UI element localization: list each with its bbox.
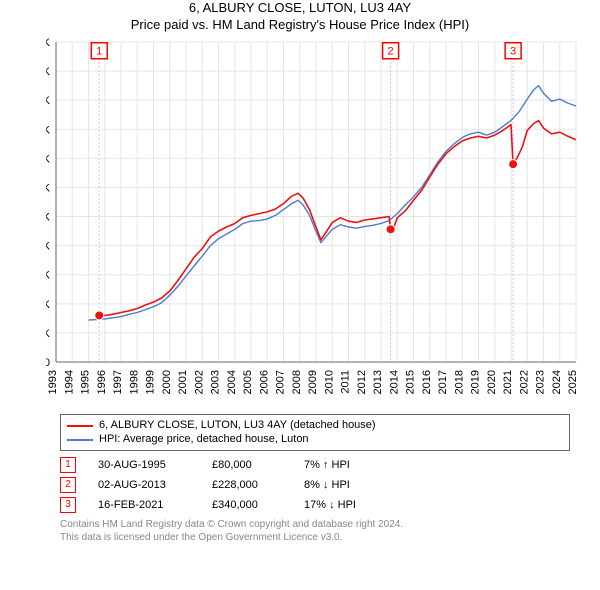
- svg-text:2011: 2011: [340, 370, 352, 394]
- svg-text:2008: 2008: [291, 370, 303, 394]
- sale-marker-icon: 1: [60, 457, 76, 473]
- svg-text:2003: 2003: [210, 370, 222, 394]
- svg-text:2009: 2009: [307, 370, 319, 394]
- sale-date: 02-AUG-2013: [98, 479, 190, 491]
- svg-text:£250K: £250K: [46, 211, 51, 223]
- svg-text:1995: 1995: [80, 370, 92, 394]
- svg-text:£0: £0: [46, 357, 50, 369]
- svg-text:£550K: £550K: [46, 37, 51, 49]
- svg-text:2014: 2014: [388, 370, 400, 394]
- attribution-footer: Contains HM Land Registry data © Crown c…: [60, 519, 570, 544]
- svg-text:2012: 2012: [356, 370, 368, 394]
- sales-row: 3 16-FEB-2021 £340,000 17% ↓ HPI: [60, 497, 570, 513]
- svg-text:1998: 1998: [128, 370, 140, 394]
- sale-price: £340,000: [212, 499, 282, 511]
- sales-table: 1 30-AUG-1995 £80,000 7% ↑ HPI 2 02-AUG-2013 £…: [60, 457, 570, 513]
- svg-text:1997: 1997: [112, 370, 124, 394]
- svg-text:2020: 2020: [486, 370, 498, 394]
- svg-text:2023: 2023: [535, 370, 547, 394]
- sale-date: 16-FEB-2021: [98, 499, 190, 511]
- svg-text:£450K: £450K: [46, 95, 51, 107]
- svg-text:2001: 2001: [177, 370, 189, 394]
- sale-date: 30-AUG-1995: [98, 459, 190, 471]
- svg-text:£100K: £100K: [46, 299, 51, 311]
- svg-text:2016: 2016: [421, 370, 433, 394]
- svg-text:2004: 2004: [226, 370, 238, 394]
- legend-label-property: 6, ALBURY CLOSE, LUTON, LU3 4AY (detache…: [99, 419, 376, 433]
- svg-text:2024: 2024: [551, 370, 563, 394]
- svg-text:2: 2: [388, 46, 394, 58]
- svg-text:1999: 1999: [145, 370, 157, 394]
- svg-text:2005: 2005: [242, 370, 254, 394]
- sales-row: 2 02-AUG-2013 £228,000 8% ↓ HPI: [60, 477, 570, 493]
- svg-text:2018: 2018: [453, 370, 465, 394]
- footer-line-1: Contains HM Land Registry data © Crown c…: [60, 519, 570, 532]
- svg-text:2007: 2007: [275, 370, 287, 394]
- svg-text:1996: 1996: [96, 370, 108, 394]
- footer-line-2: This data is licensed under the Open Gov…: [60, 532, 570, 545]
- legend-swatch-property: [67, 425, 93, 427]
- legend-row-property: 6, ALBURY CLOSE, LUTON, LU3 4AY (detache…: [67, 419, 563, 433]
- svg-text:2010: 2010: [323, 370, 335, 394]
- svg-text:2015: 2015: [405, 370, 417, 394]
- svg-text:£350K: £350K: [46, 153, 51, 165]
- svg-text:£50K: £50K: [46, 328, 51, 340]
- legend: 6, ALBURY CLOSE, LUTON, LU3 4AY (detache…: [60, 414, 570, 452]
- legend-swatch-hpi: [67, 439, 93, 441]
- legend-label-hpi: HPI: Average price, detached house, Luto…: [99, 433, 309, 447]
- svg-text:2021: 2021: [502, 370, 514, 394]
- svg-text:£500K: £500K: [46, 66, 51, 78]
- svg-text:£300K: £300K: [46, 182, 51, 194]
- svg-text:2002: 2002: [193, 370, 205, 394]
- chart-subtitle: Price paid vs. HM Land Registry's House …: [0, 17, 600, 32]
- svg-text:£150K: £150K: [46, 270, 51, 282]
- sale-delta: 8% ↓ HPI: [304, 479, 394, 491]
- svg-text:1994: 1994: [63, 370, 75, 394]
- svg-text:2025: 2025: [567, 370, 579, 394]
- svg-text:£400K: £400K: [46, 124, 51, 136]
- sale-price: £80,000: [212, 459, 282, 471]
- legend-row-hpi: HPI: Average price, detached house, Luto…: [67, 433, 563, 447]
- sales-row: 1 30-AUG-1995 £80,000 7% ↑ HPI: [60, 457, 570, 473]
- svg-text:1993: 1993: [47, 370, 59, 394]
- sale-marker-icon: 3: [60, 497, 76, 513]
- chart-area: £0 £50K £100K £150K £200K £250K £300K £350K £400…: [46, 36, 586, 406]
- svg-text:2006: 2006: [258, 370, 270, 394]
- svg-text:2000: 2000: [161, 370, 173, 394]
- sale-price: £228,000: [212, 479, 282, 491]
- sale-delta: 7% ↑ HPI: [304, 459, 394, 471]
- svg-text:2019: 2019: [470, 370, 482, 394]
- svg-text:2017: 2017: [437, 370, 449, 394]
- line-chart: £0 £50K £100K £150K £200K £250K £300K £350K £400…: [46, 36, 586, 406]
- sale-delta: 17% ↓ HPI: [304, 499, 394, 511]
- sale-marker-icon: 2: [60, 477, 76, 493]
- svg-text:3: 3: [510, 46, 516, 58]
- svg-text:1: 1: [96, 46, 102, 58]
- svg-text:2013: 2013: [372, 370, 384, 394]
- chart-title: 6, ALBURY CLOSE, LUTON, LU3 4AY: [0, 0, 600, 17]
- svg-text:2022: 2022: [518, 370, 530, 394]
- svg-text:£200K: £200K: [46, 241, 51, 253]
